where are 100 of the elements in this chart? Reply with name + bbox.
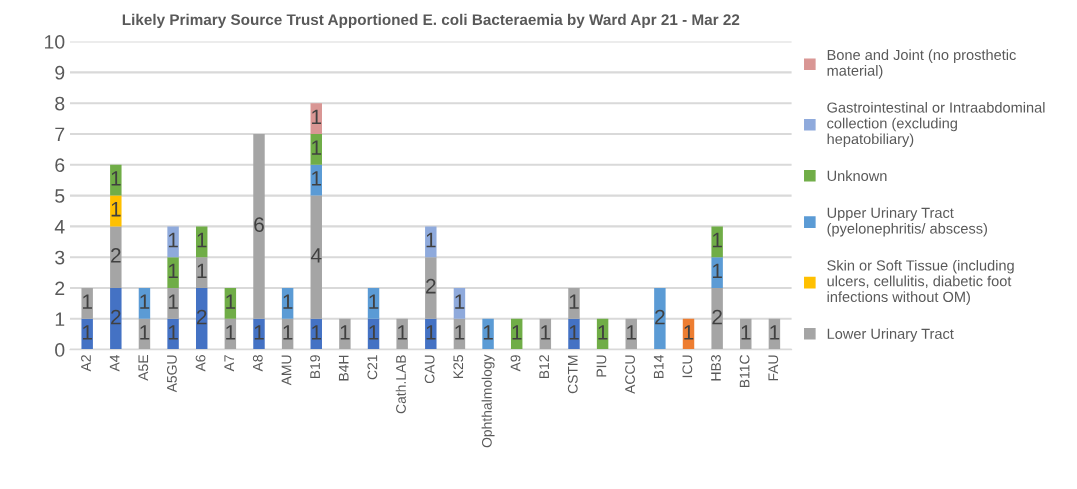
y-tick-label: 5	[55, 189, 65, 203]
bar	[167, 257, 179, 289]
x-tick-label: PIU	[596, 355, 607, 377]
y-tick-label: 9	[55, 65, 65, 80]
x-tick-label: AMU	[281, 355, 292, 386]
y-tick-label: 0	[55, 343, 65, 357]
y-tick-label: 4	[54, 220, 65, 234]
x-tick-label: A4	[109, 354, 120, 372]
data-label: 1	[369, 325, 379, 340]
x-tick-label: Cath.LAB	[395, 355, 406, 414]
data-label: 1	[684, 325, 694, 340]
data-label: 1	[541, 325, 551, 340]
x-tick-label: A5GU	[166, 355, 177, 393]
legend-label: Lower Urinary Tract	[827, 328, 954, 342]
bar	[310, 195, 322, 319]
bar	[711, 288, 723, 350]
bar	[167, 288, 179, 319]
data-label: 1	[111, 202, 121, 217]
legend-label: Skin or Soft Tissue (including ulcers, cellulitis, diabetic foot infections without OM)	[827, 259, 1014, 305]
data-label: 1	[111, 171, 121, 186]
bar	[482, 318, 494, 350]
bar	[110, 226, 122, 289]
y-tick-label: 3	[55, 250, 65, 265]
bar	[110, 164, 122, 196]
x-tick-label: B12	[539, 355, 549, 379]
data-label: 2	[655, 309, 665, 325]
data-label: 1	[312, 325, 322, 340]
x-tick-label: B14	[653, 354, 664, 379]
data-label: 1	[82, 325, 92, 340]
data-label: 1	[283, 325, 293, 340]
bar	[711, 257, 723, 289]
legend-label: Unknown	[827, 170, 887, 182]
data-label: 1	[598, 325, 608, 340]
x-tick-label: Ophthalmology	[481, 354, 495, 448]
x-tick-label: B4H	[338, 355, 349, 381]
data-label: 1	[340, 325, 350, 340]
bar	[110, 288, 122, 350]
x-tick-label: HB3	[711, 355, 721, 381]
bar	[654, 288, 666, 350]
bar	[81, 288, 93, 319]
bar	[110, 195, 122, 227]
data-label: 1	[426, 325, 436, 340]
data-label: 1	[455, 325, 465, 340]
data-label: 1	[254, 325, 264, 340]
data-label: 1	[741, 325, 751, 340]
bar	[167, 226, 179, 258]
bar	[81, 318, 93, 350]
x-tick-label: C21	[367, 355, 378, 380]
data-label: 1	[168, 294, 178, 309]
data-label: 1	[512, 325, 522, 340]
x-tick-label: A9	[510, 355, 521, 372]
bar	[253, 133, 265, 319]
data-label: 1	[483, 325, 493, 340]
legend-label: Bone and Joint (no prosthetic material)	[827, 49, 1016, 79]
data-label: 1	[627, 325, 637, 340]
bar	[425, 226, 437, 258]
chart-title: Likely Primary Source Trust Apportioned E. coli Bacteraemia by Ward Apr 21 - Mar 22	[122, 13, 740, 29]
data-label: 2	[111, 248, 121, 263]
x-tick-label: ICU	[682, 355, 693, 378]
x-tick-label: FAU	[768, 355, 779, 381]
data-label: 2	[111, 309, 121, 325]
data-label: 1	[770, 325, 780, 340]
data-label: 1	[455, 294, 465, 309]
bar	[711, 226, 723, 258]
data-label: 2	[196, 309, 207, 325]
bar	[425, 257, 437, 319]
x-tick-label: CAU	[424, 355, 435, 384]
data-label: 1	[140, 325, 150, 340]
data-label: 1	[569, 325, 579, 340]
data-label: 1	[397, 325, 407, 340]
y-tick-label: 2	[55, 281, 65, 296]
data-label: 1	[197, 232, 207, 248]
data-label: 6	[254, 217, 264, 232]
data-label: 2	[426, 278, 436, 294]
x-tick-label: B11C	[739, 355, 750, 388]
legend-label: Upper Urinary Tract (pyelonephritis/ abscess)	[827, 207, 987, 237]
bar	[568, 288, 580, 319]
legend-label: Gastrointestinal or Intraabdominal collection (excluding hepatobiliary)	[827, 102, 1045, 148]
x-tick-label: ACCU	[625, 355, 635, 394]
data-label: 1	[283, 294, 293, 309]
y-tick-label: 8	[55, 96, 65, 111]
x-tick-label: K25	[453, 355, 464, 379]
data-label: 1	[312, 140, 322, 155]
data-label: 1	[312, 109, 322, 124]
data-label: 1	[82, 294, 92, 309]
x-tick-label: A6	[195, 355, 206, 372]
data-label: 1	[369, 294, 379, 309]
bar	[167, 318, 179, 350]
data-label: 1	[197, 263, 207, 278]
data-label: 1	[312, 171, 322, 186]
data-label: 1	[426, 232, 436, 248]
x-tick-label: CSTM	[567, 355, 578, 394]
x-tick-label: A7	[224, 355, 234, 372]
y-tick-label: 1	[55, 312, 65, 326]
y-tick-label: 7	[55, 127, 65, 142]
y-tick-label: 10	[45, 35, 65, 49]
data-label: 2	[712, 309, 722, 325]
data-label: 1	[168, 325, 178, 340]
data-label: 1	[569, 294, 579, 309]
data-label: 1	[168, 232, 178, 248]
